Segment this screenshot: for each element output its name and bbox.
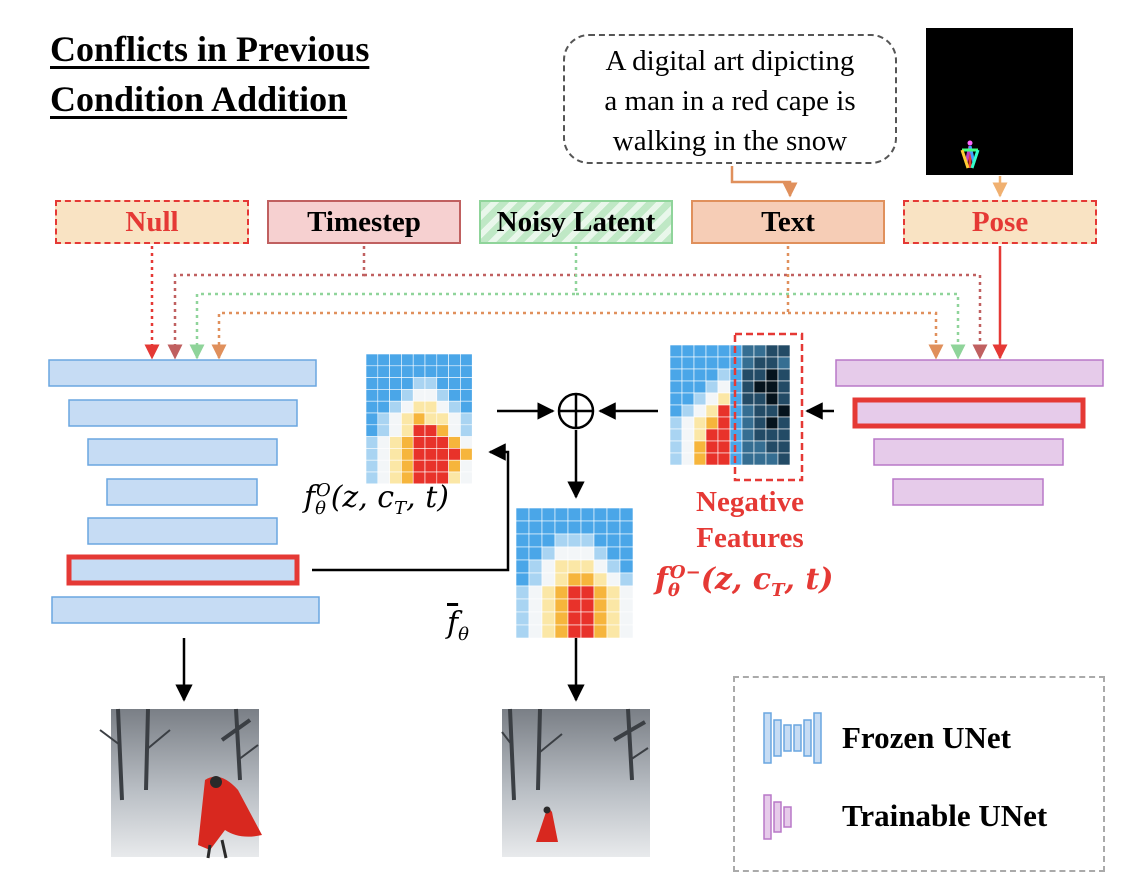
frozen-unet-layer xyxy=(87,438,278,466)
fused-feature-formula: fθ xyxy=(447,606,469,645)
text-condition-box: Text xyxy=(691,200,885,244)
condition-routing-lines xyxy=(144,246,1008,360)
title-line-1: Conflicts in Previous xyxy=(50,29,370,69)
frozen-unet-layer xyxy=(106,478,258,506)
negative-label-line-2: Features xyxy=(696,522,804,554)
summed-feature-map xyxy=(515,507,634,639)
trainable-unet-layer xyxy=(835,359,1104,387)
negative-features-label: Negative Features xyxy=(660,484,840,556)
frozen-feature-formula: fθO(z, cT, t) xyxy=(304,480,449,519)
trainable-unet xyxy=(835,359,1104,506)
noisy-latent-condition-label: Noisy Latent xyxy=(496,205,656,238)
frozen-unet xyxy=(48,359,320,624)
legend-box xyxy=(733,676,1105,872)
frozen-unet-layer xyxy=(48,359,317,387)
frozen-feature-map xyxy=(365,353,473,485)
sum-operator-icon xyxy=(557,392,595,430)
pose-condition-box: Pose xyxy=(903,200,1097,244)
frozen-unet-layer xyxy=(68,399,298,427)
timestep-condition-box: Timestep xyxy=(267,200,461,244)
text-condition-label: Text xyxy=(761,205,815,238)
legend-frozen-label: Frozen UNet xyxy=(842,720,1012,755)
trainable-unet-layer xyxy=(892,478,1044,506)
flow-arrows xyxy=(175,402,834,702)
prompt-line-3: walking in the snow xyxy=(612,125,848,157)
prompt-line-2: a man in a red cape is xyxy=(604,85,856,117)
noisy-latent-condition-box: Noisy Latent xyxy=(479,200,673,244)
prompt-to-text-arrow xyxy=(730,166,798,198)
timestep-condition-label: Timestep xyxy=(307,205,421,238)
trainable-unet-highlight-layer xyxy=(852,397,1086,429)
trainable-feature-map xyxy=(669,344,791,466)
trainable-unet-legend-icon xyxy=(763,794,792,840)
frozen-unet-legend-icon xyxy=(763,712,822,764)
title-line-2: Condition Addition xyxy=(50,79,348,119)
legend-trainable-label: Trainable UNet xyxy=(842,798,1048,833)
pose-skeleton-icon xyxy=(960,140,980,169)
negative-features-highlight xyxy=(733,332,804,482)
frozen-unet-layer xyxy=(87,517,278,545)
pose-condition-label: Pose xyxy=(971,205,1029,238)
negative-feature-formula: fθO−(z, cT, t) xyxy=(655,562,834,601)
negative-label-line-1: Negative xyxy=(696,486,804,518)
null-condition-label: Null xyxy=(125,205,179,238)
frozen-unet-highlight-layer xyxy=(66,554,300,586)
frozen-unet-layer xyxy=(51,596,320,624)
null-condition-box: Null xyxy=(55,200,249,244)
prompt-line-1: A digital art dipicting xyxy=(605,45,855,77)
trainable-unet-layer xyxy=(873,438,1064,466)
output-image-fused xyxy=(501,708,650,857)
output-image-conflict xyxy=(99,708,262,859)
pose-image xyxy=(926,28,1073,175)
text-prompt-box: A digital art dipicting a man in a red c… xyxy=(563,34,897,164)
